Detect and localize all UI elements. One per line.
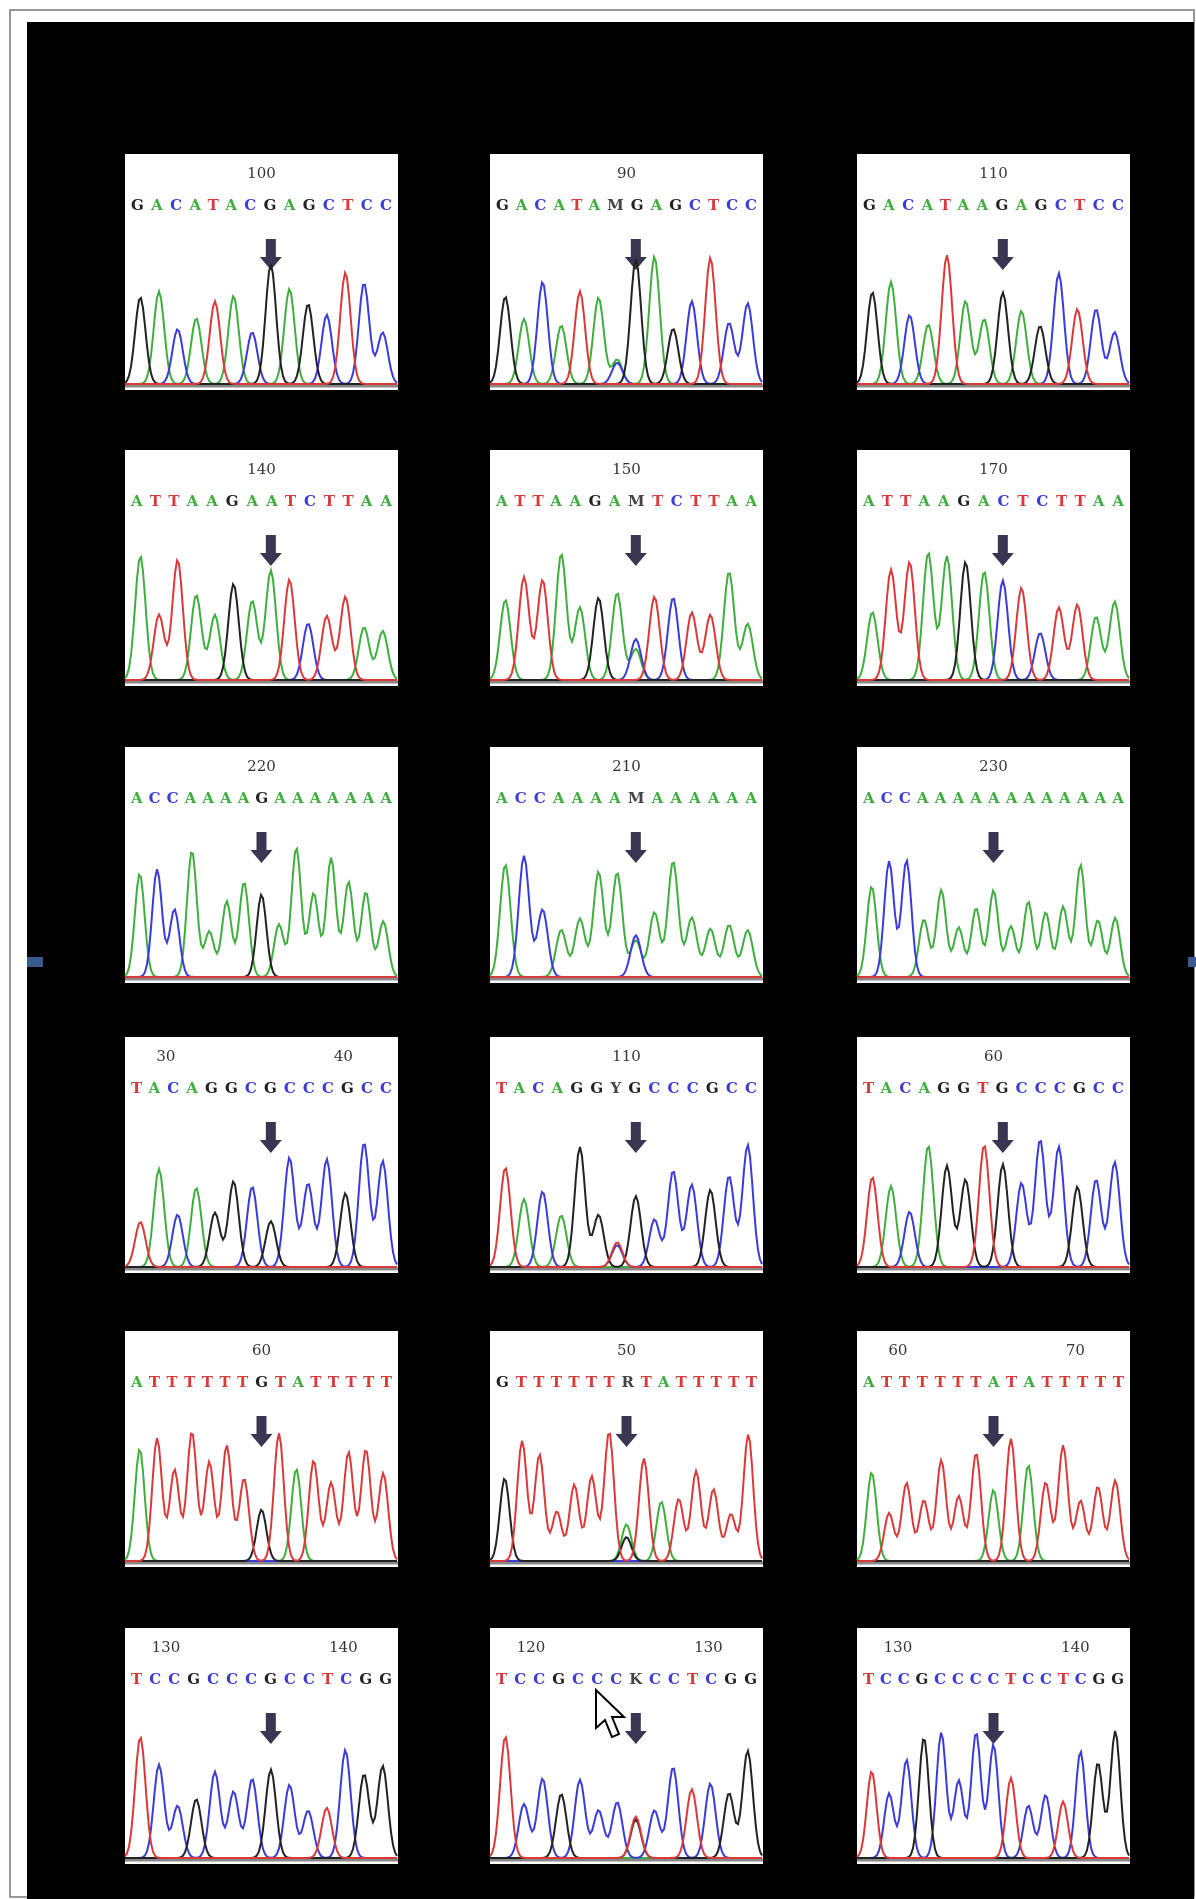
screenshot: 100GACATACGAGCTCC 90GACATAMGAGCTCC 110GACA… — [0, 0, 1196, 1899]
panel-background — [125, 1037, 398, 1273]
position-label: 140 — [247, 460, 276, 478]
position-label: 170 — [979, 460, 1008, 478]
position-label: 60 — [984, 1047, 1003, 1065]
position-label: 110 — [979, 164, 1008, 182]
position-label: 210 — [612, 757, 641, 775]
panel-background — [125, 450, 398, 686]
position-label: 130 — [694, 1638, 723, 1656]
right-handle[interactable] — [1188, 957, 1196, 967]
position-label: 100 — [247, 164, 276, 182]
position-label: 130 — [152, 1638, 181, 1656]
position-label: 130 — [884, 1638, 913, 1656]
page: {"figure": {"panels": [ [{"positions": [… — [0, 0, 1196, 1899]
panel-background — [490, 1331, 763, 1567]
position-label: 140 — [1061, 1638, 1090, 1656]
panel-background — [125, 1331, 398, 1567]
position-label: 230 — [979, 757, 1008, 775]
position-label: 150 — [612, 460, 641, 478]
panel-background — [857, 747, 1130, 983]
position-label: 120 — [517, 1638, 546, 1656]
position-label: 60 — [252, 1341, 271, 1359]
position-label: 110 — [612, 1047, 641, 1065]
position-label: 30 — [156, 1047, 175, 1065]
panel-background — [125, 747, 398, 983]
position-label: 220 — [247, 757, 276, 775]
left-handle[interactable] — [27, 957, 43, 967]
position-label: 70 — [1066, 1341, 1085, 1359]
chromatogram-panel: 60 70 ATTTTTTATATTTTT — [857, 1331, 1130, 1567]
position-label: 50 — [617, 1341, 636, 1359]
position-label: 40 — [334, 1047, 353, 1065]
position-label: 60 — [888, 1341, 907, 1359]
position-label: 140 — [329, 1638, 358, 1656]
position-label: 90 — [617, 164, 636, 182]
